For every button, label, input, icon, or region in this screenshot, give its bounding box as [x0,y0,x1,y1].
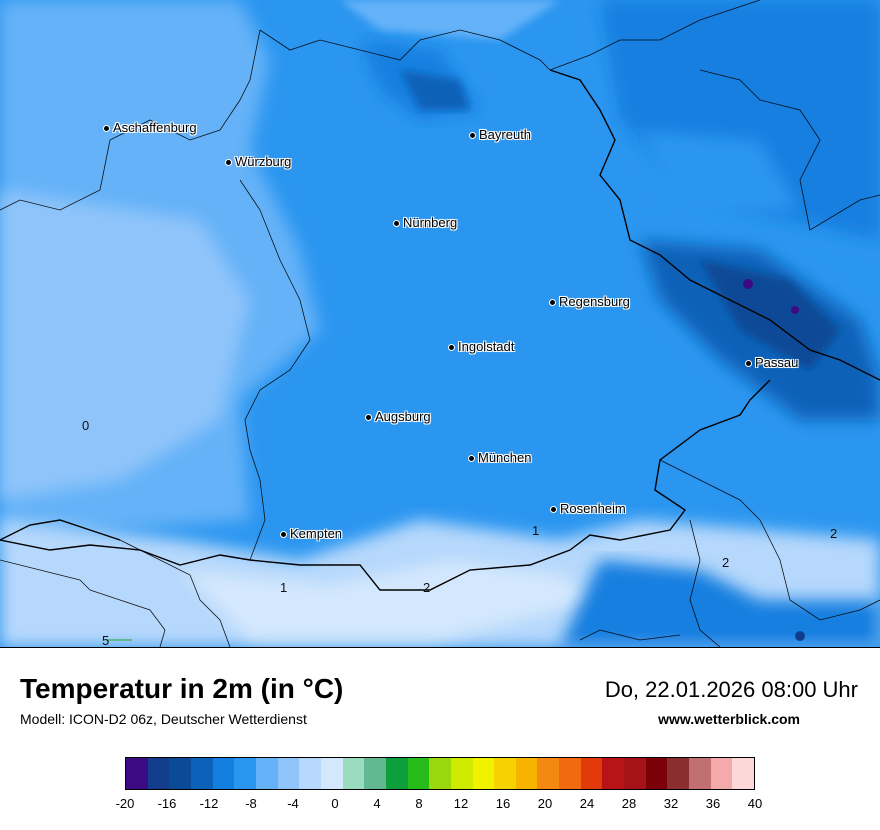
map-title: Temperatur in 2m (in °C) [20,673,344,704]
legend-tick-label: 36 [705,796,721,811]
legend-tick-label: -4 [287,796,299,811]
legend-tick-label: 0 [331,796,339,811]
legend-color-step [624,758,646,789]
city-marker [549,299,556,307]
legend-color-step [407,758,430,789]
city-name: Rosenheim [560,501,626,516]
legend-color-step [602,758,625,789]
city-name: Nürnberg [403,215,458,230]
city-label: Ingolstadt [448,340,514,353]
legend-color-step [494,758,516,789]
legend-color-step [126,758,148,789]
website-link[interactable]: www.wetterblick.com [658,711,800,727]
legend-tick-label: 8 [415,796,423,811]
legend-color-step [299,758,321,789]
legend-color-step [255,758,278,789]
legend-tick-label: 40 [747,796,763,811]
city-label: Passau [745,356,798,369]
isoline-label: 2 [830,526,838,541]
city-marker [393,220,400,228]
city-name: Augsburg [375,409,431,424]
legend-color-step [645,758,668,789]
city-name: München [478,450,532,465]
legend-tick-label: 16 [495,796,511,811]
city-label: Augsburg [365,410,431,423]
city-label: München [468,451,531,464]
city-label: Regensburg [549,295,630,308]
legend-color-step [710,758,733,789]
city-name: Passau [755,355,799,370]
legend-color-step [364,758,386,789]
isoline-label: 1 [280,580,288,595]
isoline-label: 1 [532,523,540,538]
country-borders [0,69,880,591]
city-label: Aschaffenburg [103,121,197,134]
temperature-field [0,0,880,647]
legend-color-step [385,758,408,789]
city-marker [550,506,557,514]
city-marker [103,125,110,133]
city-label: Würzburg [225,155,291,168]
legend-color-step [732,758,755,789]
legend-color-step [667,758,690,789]
legend-color-step [169,758,191,789]
city-label: Nürnberg [393,216,457,229]
legend-tick-label: 12 [453,796,469,811]
legend-tick-label: -12 [199,796,219,811]
city-marker [225,159,232,167]
city-name: Kempten [290,526,343,541]
city-marker [448,344,455,352]
legend-tick-label: -16 [157,796,177,811]
isoline-label: 0 [82,418,90,433]
isoline-label: 5 [102,633,110,648]
city-marker [468,455,475,463]
legend-color-step [147,758,170,789]
city-marker [280,531,287,539]
legend-color-step [429,758,451,789]
city-label: Bayreuth [469,128,531,141]
legend-tick-label: 4 [373,796,381,811]
city-label: Rosenheim [550,502,626,515]
legend-color-step [212,758,235,789]
legend-color-step [234,758,256,789]
legend-color-step [320,758,343,789]
legend-color-step [472,758,495,789]
city-name: Regensburg [559,294,630,309]
legend-color-step [689,758,711,789]
legend-color-step [515,758,538,789]
forecast-datetime: Do, 22.01.2026 08:00 Uhr [604,677,858,702]
isoline-label: 2 [423,580,431,595]
city-name: Ingolstadt [458,339,515,354]
legend-color-step [277,758,300,789]
city-marker [745,360,752,368]
city-marker [365,414,372,422]
city-marker [469,132,476,140]
city-name: Würzburg [235,154,292,169]
city-name: Bayreuth [479,127,532,142]
legend-color-step [342,758,365,789]
legend-tick-label: -20 [115,796,135,811]
legend-color-step [559,758,581,789]
color-legend [125,757,755,790]
legend-tick-label: -8 [245,796,257,811]
legend-color-step [537,758,560,789]
legend-color-step [450,758,473,789]
weather-map: Aschaffenburg Würzburg Bayreuth Nürnberg… [0,0,880,648]
legend-tick-label: 32 [663,796,679,811]
isoline-label: 2 [722,555,730,570]
legend-color-step [190,758,213,789]
legend-tick-label: 28 [621,796,637,811]
city-label: Kempten [280,527,342,540]
legend-tick-label: 24 [579,796,595,811]
legend-tick-label: 20 [537,796,553,811]
legend-ticks: -20 -16 -12 -8 -4 0 4 8 12 16 20 24 28 32 36 40 [0,796,880,816]
state-borders [0,0,880,647]
city-name: Aschaffenburg [113,120,197,135]
legend-color-step [580,758,603,789]
model-info: Modell: ICON-D2 06z, Deutscher Wetterdie… [20,711,307,727]
